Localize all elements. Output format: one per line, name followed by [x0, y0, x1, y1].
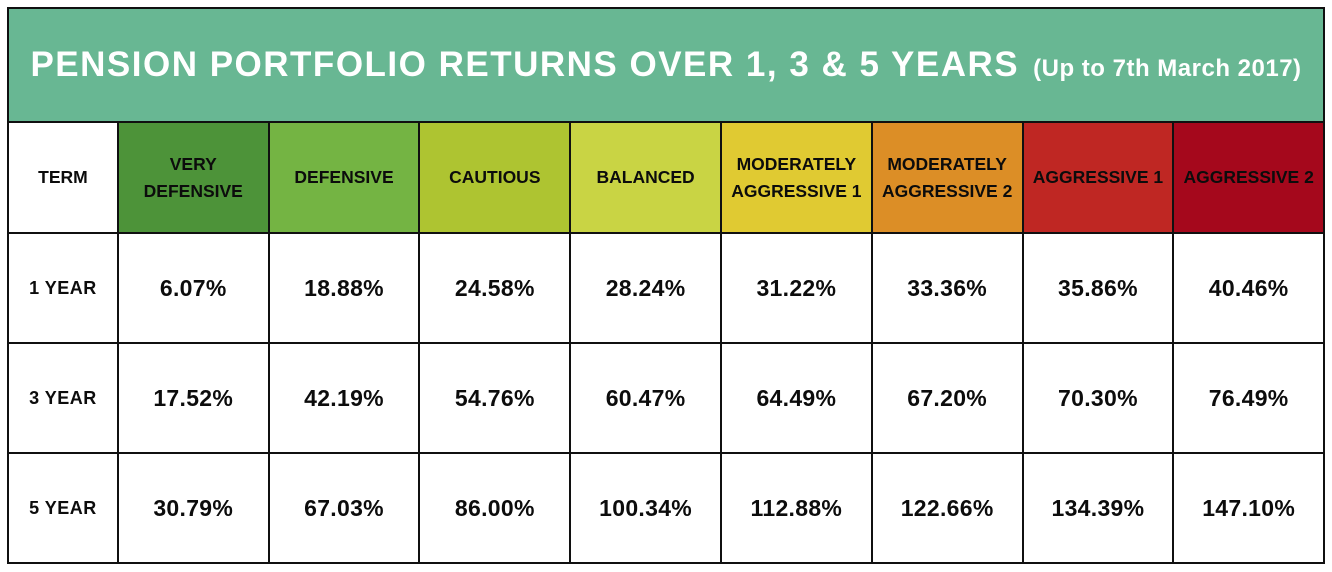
return-value: 112.88%	[719, 452, 873, 564]
page-title: PENSION PORTFOLIO RETURNS OVER 1, 3 & 5 …	[30, 45, 1020, 84]
table-row-1-year: 1 YEAR 6.07% 18.88% 24.58% 28.24% 31.22%…	[7, 232, 1325, 344]
return-value: 54.76%	[418, 342, 572, 454]
return-value: 60.47%	[569, 342, 722, 454]
column-header-aggressive-1: AGGRESSIVE 1	[1021, 121, 1175, 234]
returns-table: TERM VERY DEFENSIVE DEFENSIVE CAUTIOUS B…	[7, 121, 1325, 564]
term-label: 1 YEAR	[7, 232, 119, 344]
return-value: 17.52%	[116, 342, 270, 454]
column-header-moderately-aggressive-1: MODERATELY AGGRESSIVE 1	[719, 121, 873, 234]
return-value: 40.46%	[1172, 232, 1325, 344]
table-row-3-year: 3 YEAR 17.52% 42.19% 54.76% 60.47% 64.49…	[7, 342, 1325, 454]
column-header-very-defensive: VERY DEFENSIVE	[116, 121, 270, 234]
table-header-row: TERM VERY DEFENSIVE DEFENSIVE CAUTIOUS B…	[7, 121, 1325, 234]
return-value: 24.58%	[418, 232, 572, 344]
return-value: 30.79%	[116, 452, 270, 564]
column-header-cautious: CAUTIOUS	[418, 121, 572, 234]
column-header-aggressive-2: AGGRESSIVE 2	[1172, 121, 1325, 234]
return-value: 31.22%	[719, 232, 873, 344]
return-value: 42.19%	[267, 342, 421, 454]
return-value: 86.00%	[418, 452, 572, 564]
return-value: 134.39%	[1021, 452, 1175, 564]
return-value: 28.24%	[569, 232, 722, 344]
banner-text: PENSION PORTFOLIO RETURNS OVER 1, 3 & 5 …	[30, 45, 1301, 85]
return-value: 147.10%	[1172, 452, 1325, 564]
page-subtitle: (Up to 7th March 2017)	[1033, 55, 1302, 82]
return-value: 100.34%	[569, 452, 722, 564]
return-value: 67.03%	[267, 452, 421, 564]
return-value: 18.88%	[267, 232, 421, 344]
title-banner: PENSION PORTFOLIO RETURNS OVER 1, 3 & 5 …	[7, 7, 1325, 123]
return-value: 6.07%	[116, 232, 270, 344]
column-header-balanced: BALANCED	[569, 121, 722, 234]
return-value: 33.36%	[870, 232, 1024, 344]
return-value: 67.20%	[870, 342, 1024, 454]
column-header-defensive: DEFENSIVE	[267, 121, 421, 234]
return-value: 122.66%	[870, 452, 1024, 564]
column-header-term: TERM	[7, 121, 119, 234]
table-row-5-year: 5 YEAR 30.79% 67.03% 86.00% 100.34% 112.…	[7, 452, 1325, 564]
term-label: 5 YEAR	[7, 452, 119, 564]
return-value: 35.86%	[1021, 232, 1175, 344]
column-header-moderately-aggressive-2: MODERATELY AGGRESSIVE 2	[870, 121, 1024, 234]
term-label: 3 YEAR	[7, 342, 119, 454]
return-value: 64.49%	[719, 342, 873, 454]
return-value: 70.30%	[1021, 342, 1175, 454]
return-value: 76.49%	[1172, 342, 1325, 454]
